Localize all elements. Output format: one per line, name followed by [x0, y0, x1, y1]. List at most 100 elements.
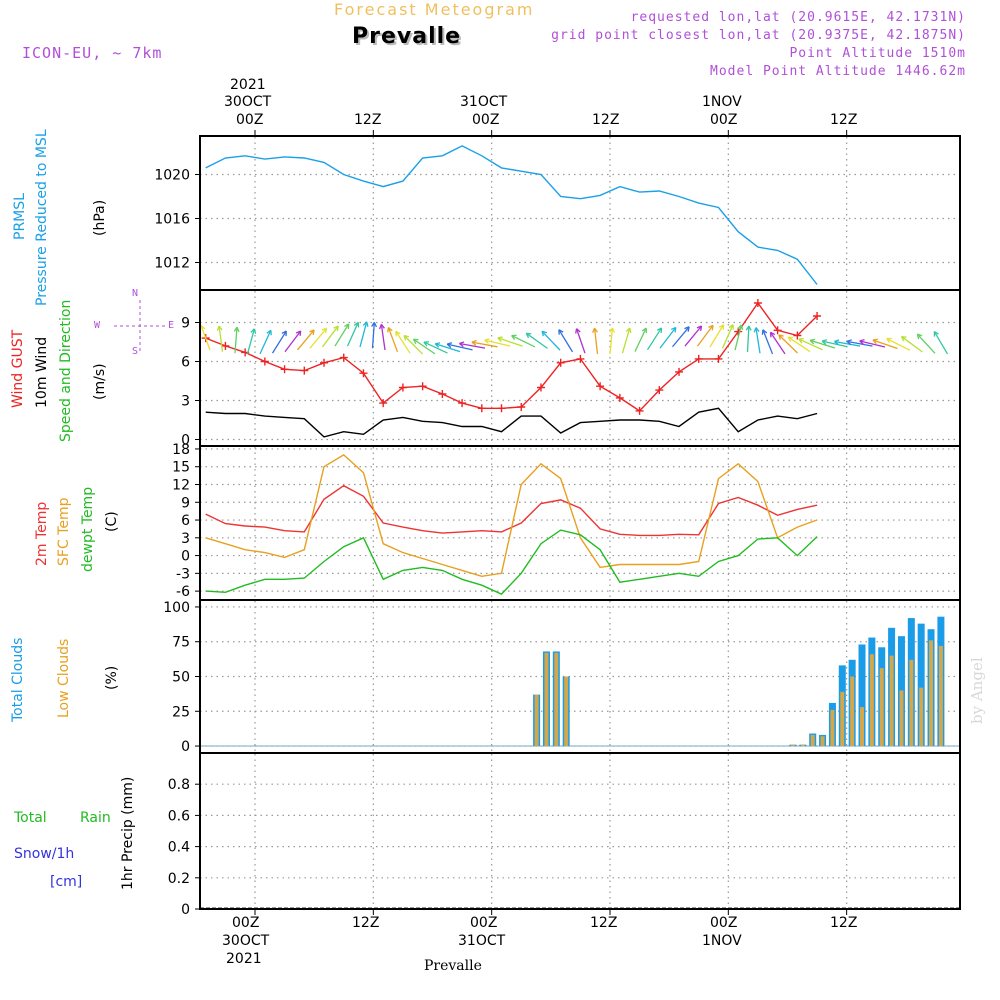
wind-arrowhead-58 — [916, 333, 923, 340]
gust-marker-20 — [596, 382, 605, 391]
wind-arrow-20 — [435, 343, 461, 353]
gust-marker-18 — [556, 358, 565, 367]
y-tick-label-2-1: 15 — [172, 460, 190, 476]
wind-arrow-57 — [901, 336, 923, 353]
y-tick-label-1-2: 3 — [181, 394, 190, 410]
y-tick-label-0-1: 1016 — [154, 212, 190, 228]
low-cloud-bar-6 — [810, 734, 815, 747]
top-year-label: 2021 — [230, 77, 266, 93]
bottom-hour-2: 12Z — [352, 915, 380, 931]
wind-arrow-36 — [659, 327, 677, 349]
y-tick-label-4-1: 0.6 — [168, 808, 190, 824]
y-tick-label-0-0: 1020 — [154, 168, 190, 184]
y-tick-label-2-3: 9 — [181, 495, 190, 511]
wind-arrow-43 — [746, 325, 750, 352]
wind-arrow-49 — [798, 338, 823, 351]
wind-arrow-1 — [218, 325, 224, 352]
gust-marker-14 — [477, 404, 486, 413]
gust-marker-6 — [320, 358, 329, 367]
wind-arrow-51 — [821, 340, 848, 348]
wind-arrow-5 — [271, 330, 287, 354]
wind-arrowhead-52 — [834, 339, 840, 346]
wind-arrowhead-22 — [459, 341, 465, 348]
wind-arrow-11 — [346, 322, 359, 347]
wind-arrowhead-3 — [250, 328, 257, 334]
y-tick-label-2-5: 3 — [181, 531, 190, 547]
y-tick-label-3-3: 25 — [172, 704, 190, 720]
wind-arrowhead-25 — [497, 336, 503, 343]
y-tick-label-4-4: 0 — [181, 902, 190, 918]
wind-arrowhead-36 — [670, 326, 677, 333]
wind-arrowhead-43 — [745, 325, 752, 331]
wind-arrow-35 — [646, 327, 663, 351]
wind-arrowhead-32 — [609, 327, 616, 333]
bottom-date-30oct: 30OCT — [222, 933, 270, 949]
temp-sfc-line — [205, 454, 818, 578]
wind-arrowhead-19 — [423, 341, 429, 347]
y-tick-label-2-8: -6 — [176, 584, 190, 600]
wind-arrowhead-44 — [753, 327, 760, 333]
low-cloud-bar-15 — [899, 690, 904, 747]
gust-marker-27 — [734, 327, 743, 336]
wind-arrow-13 — [371, 322, 375, 349]
wind-arrowhead-40 — [718, 324, 725, 330]
low-cloud-bar-14 — [889, 655, 894, 747]
wind-arrow-0 — [200, 325, 211, 351]
wind-arrow-19 — [423, 341, 448, 354]
wind-arrowhead-21 — [446, 342, 453, 348]
low-cloud-bar-1 — [544, 652, 549, 747]
wind-arrow-56 — [886, 338, 911, 351]
gust-marker-19 — [576, 354, 585, 363]
wind-arrowhead-50 — [809, 338, 816, 345]
y-tick-label-0-2: 1012 — [154, 256, 190, 272]
point-altitude: Point Altitude 1510m — [789, 46, 966, 61]
gust-marker-1 — [221, 341, 230, 350]
wind-arrowhead-14 — [378, 323, 385, 330]
gust-marker-24 — [675, 367, 684, 376]
model-altitude: Model Point Altitude 1446.62m — [710, 64, 966, 79]
wind-arrowhead-13 — [371, 322, 378, 328]
wind-arrowhead-49 — [798, 338, 804, 344]
wind-arrow-31 — [593, 328, 599, 355]
y-tick-label-1-0: 9 — [181, 316, 190, 332]
wind-arrow-40 — [709, 324, 725, 348]
wind-arrow-34 — [634, 327, 647, 352]
low-cloud-bar-3 — [564, 676, 569, 747]
wind-arrow-27 — [525, 332, 548, 349]
wind-arrowhead-47 — [778, 334, 784, 340]
wind-arrowhead-51 — [821, 339, 828, 345]
wind-arrow-26 — [511, 334, 536, 348]
y-tick-label-4-2: 0.4 — [168, 840, 190, 856]
wind-arrowhead-48 — [787, 336, 794, 342]
gust-marker-30 — [793, 331, 802, 340]
bottom-hour-4: 12Z — [590, 915, 618, 931]
wind-arrowhead-6 — [295, 330, 302, 336]
wind-arrow-10 — [334, 323, 350, 347]
wind-arrowhead-1 — [216, 325, 223, 331]
model-label: ICON-EU, ~ 7km — [22, 44, 163, 62]
top-hour-3: 00Z — [472, 112, 500, 128]
low-cloud-bar-10 — [850, 676, 855, 747]
total-cloud-bar-11 — [858, 644, 866, 747]
y-tick-label-3-4: 0 — [181, 739, 190, 755]
top-hour-5: 00Z — [710, 112, 738, 128]
bottom-hour-6: 12Z — [830, 915, 858, 931]
wind-arrowhead-59 — [933, 331, 939, 337]
gust-marker-16 — [517, 403, 526, 411]
bottom-hour-1: 00Z — [232, 915, 260, 931]
wind-arrow-38 — [684, 325, 703, 347]
wind-arrowhead-18 — [412, 338, 419, 345]
wind-arrowhead-54 — [859, 339, 865, 345]
wind-arrow-33 — [621, 327, 631, 354]
compass-n: N — [132, 288, 139, 299]
low-cloud-bar-9 — [840, 691, 845, 747]
gust-marker-12 — [438, 390, 447, 398]
gust-marker-31 — [813, 312, 822, 320]
wind-arrow-14 — [380, 324, 386, 351]
wind-arrow-28 — [541, 330, 561, 351]
wind-arrow-39 — [696, 324, 714, 347]
wind-arrowhead-37 — [684, 326, 690, 332]
wind-arrowhead-56 — [886, 337, 892, 344]
wind-arrowhead-57 — [900, 335, 907, 342]
top-hour-4: 12Z — [592, 112, 620, 128]
